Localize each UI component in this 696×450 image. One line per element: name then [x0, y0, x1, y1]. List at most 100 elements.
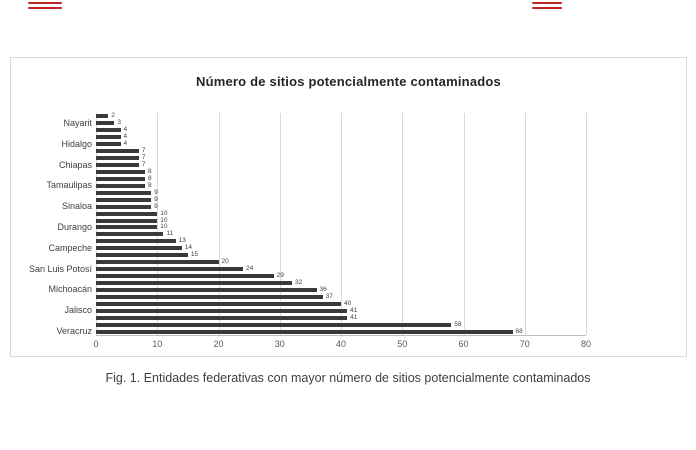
bar: [96, 287, 317, 292]
bar-value-label: 9: [154, 202, 158, 210]
gridline: [402, 113, 404, 335]
gridline: [586, 113, 587, 335]
bar: [96, 169, 145, 174]
bar-value-label: 8: [148, 174, 152, 182]
bar-value-label: 7: [141, 154, 146, 162]
bar-value-label: 13: [178, 237, 186, 245]
bar: [96, 246, 182, 251]
bar-value-label: 10: [160, 223, 168, 231]
bar-value-label: 29: [276, 272, 284, 280]
top-left-red-mark: [28, 2, 62, 9]
bar-value-label: 11: [166, 230, 174, 238]
x-axis-tick-label: 80: [580, 339, 592, 349]
bar: [96, 315, 348, 320]
bar: [96, 267, 243, 272]
bar-value-label: 3: [117, 119, 121, 127]
y-axis-label: Tamaulipas: [46, 180, 92, 191]
bar: [96, 294, 323, 299]
bar: [96, 128, 121, 133]
bar-value-label: 20: [221, 258, 229, 266]
bar-value-label: 41: [350, 313, 358, 321]
bar: [96, 176, 145, 181]
bar: [96, 232, 164, 237]
bar-value-label: 68: [515, 327, 523, 335]
bar: [96, 218, 158, 223]
x-axis-tick-label: 70: [519, 339, 530, 349]
bar: [96, 197, 152, 202]
bar-value-label: 7: [141, 161, 146, 169]
bar-value-label: 41: [350, 306, 358, 314]
bar: [96, 204, 152, 209]
x-axis-tick-label: 10: [152, 339, 163, 349]
x-axis-tick-label: 20: [213, 339, 224, 349]
y-axis-label: Jalisco: [64, 305, 92, 316]
bar: [96, 225, 158, 230]
bar-value-label: 36: [319, 285, 327, 293]
x-axis-tick-label: 50: [397, 339, 408, 349]
bar: [96, 301, 341, 306]
bar-value-label: 24: [246, 265, 254, 273]
bar-value-label: 4: [123, 126, 128, 134]
gridline: [463, 113, 465, 335]
bar: [96, 142, 121, 147]
x-axis-tick-label: 60: [458, 339, 469, 349]
bar-value-label: 4: [123, 140, 128, 148]
bar: [96, 114, 109, 119]
bar-value-label: 14: [184, 244, 192, 252]
bar-value-label: 10: [160, 209, 168, 217]
bar-value-label: 8: [148, 181, 152, 189]
plot-area: 2 3 Nayarit 4 4 4 Hidalgo 7 7 7 Chiapas 8 8 8 Tamaulip…: [29, 112, 591, 349]
gridline: [524, 113, 526, 335]
bar-value-label: 32: [295, 278, 303, 286]
bar: [96, 274, 274, 279]
chart-figure: Número de sitios potencialmente contamin…: [10, 57, 687, 357]
bar: [96, 280, 292, 285]
x-axis-line: [96, 335, 586, 336]
bar: [96, 183, 145, 188]
y-axis-label: Sinaloa: [61, 201, 92, 212]
bar-value-label: 37: [325, 292, 333, 300]
bar-value-label: 8: [148, 167, 152, 175]
x-axis-tick-label: 30: [274, 339, 285, 349]
bar-value-label: 10: [160, 216, 168, 224]
bar: [96, 329, 513, 334]
y-axis-label: San Luis Potosí: [28, 263, 92, 274]
bar-value-label: 4: [123, 133, 128, 141]
gridline: [218, 113, 220, 335]
bar: [96, 121, 115, 126]
bar: [96, 211, 158, 216]
bar: [96, 135, 121, 140]
y-axis-label: Hidalgo: [61, 138, 92, 149]
bar-value-label: 40: [344, 299, 352, 307]
bar: [96, 260, 219, 265]
bar-value-label: 2: [111, 112, 115, 120]
bar: [96, 239, 176, 244]
y-axis-label: Durango: [57, 221, 92, 232]
bar: [96, 253, 188, 258]
gridline: [341, 113, 342, 335]
y-axis-label: Veracruz: [56, 326, 92, 337]
y-axis-label: Michoacán: [48, 284, 92, 295]
gridline: [279, 113, 281, 335]
x-axis-tick-label: 0: [93, 339, 99, 349]
bar: [96, 322, 452, 327]
figure-caption: Fig. 1. Entidades federativas con mayor …: [105, 371, 591, 385]
bar: [96, 163, 139, 168]
top-right-red-mark: [532, 2, 562, 9]
bar-value-label: 9: [154, 188, 158, 196]
bar-value-label: 9: [154, 195, 158, 203]
chart-title: Número de sitios potencialmente contamin…: [196, 74, 501, 89]
bar-value-label: 58: [454, 320, 462, 328]
bar: [96, 156, 139, 161]
bar-value-label: 7: [141, 147, 146, 155]
gridline: [157, 113, 159, 335]
bar: [96, 190, 152, 195]
y-axis-label: Campeche: [48, 242, 92, 253]
gridline: [96, 113, 97, 335]
y-axis-label: Chiapas: [58, 159, 92, 170]
x-axis-tick-label: 40: [335, 339, 347, 349]
bar: [96, 308, 348, 313]
bar: [96, 149, 139, 154]
y-axis-label: Nayarit: [63, 117, 92, 128]
bar-value-label: 15: [190, 251, 199, 259]
